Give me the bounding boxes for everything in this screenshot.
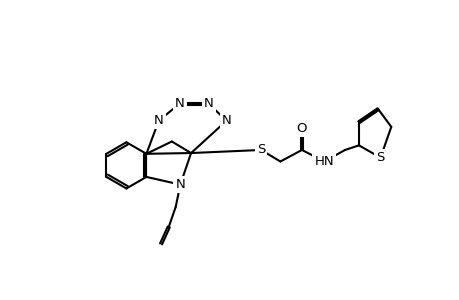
Text: O: O bbox=[296, 122, 307, 135]
Text: N: N bbox=[174, 97, 184, 110]
Text: N: N bbox=[221, 114, 231, 127]
Text: S: S bbox=[375, 151, 384, 164]
Text: S: S bbox=[257, 143, 265, 157]
Text: N: N bbox=[203, 97, 213, 110]
Text: N: N bbox=[154, 114, 163, 127]
Text: HN: HN bbox=[314, 155, 333, 168]
Text: N: N bbox=[175, 178, 185, 191]
